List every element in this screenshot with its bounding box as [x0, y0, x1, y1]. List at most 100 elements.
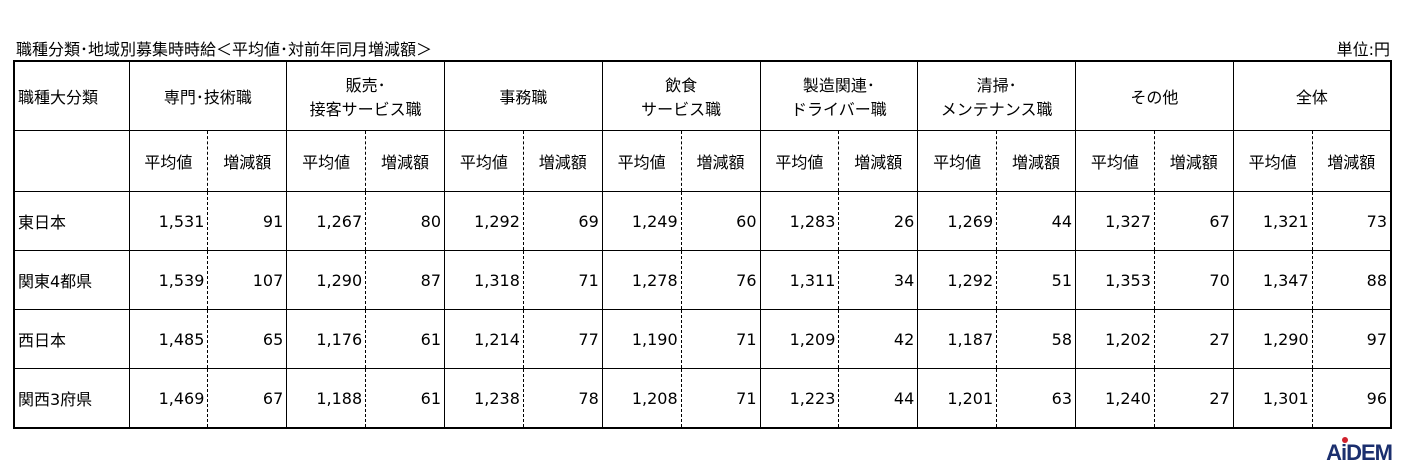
- diff-cell: 58: [996, 309, 1076, 369]
- table-row: 東日本 1,531 91 1,267 80 1,292 69 1,249 60 1,283 26 1,…: [13, 191, 1392, 251]
- avg-cell: 1,531: [128, 191, 209, 251]
- avg-cell: 1,290: [1232, 309, 1313, 369]
- avg-cell: 1,190: [601, 309, 682, 369]
- avg-cell: 1,240: [1075, 368, 1155, 429]
- diff-cell: 44: [838, 368, 919, 429]
- header-group: 販売･ 接客サービス職: [286, 60, 445, 131]
- avg-cell: 1,187: [917, 309, 998, 369]
- header-group: その他: [1075, 60, 1234, 131]
- header-group: 全体: [1232, 60, 1392, 131]
- diff-cell: 27: [1153, 368, 1234, 429]
- diff-cell: 71: [680, 368, 761, 429]
- diff-cell: 34: [838, 250, 919, 310]
- wage-table: 職種大分類 専門･技術職 販売･ 接客サービス職 事務職 飲食 サービス職 製造関連･ ド…: [13, 60, 1392, 429]
- aidem-logo: AiDEM: [1326, 440, 1393, 465]
- diff-cell: 63: [996, 368, 1076, 429]
- avg-cell: 1,278: [601, 250, 682, 310]
- avg-cell: 1,223: [759, 368, 840, 429]
- row-label: 関西3府県: [13, 368, 130, 429]
- header-diff: 増減額: [680, 130, 761, 192]
- diff-cell: 71: [522, 250, 603, 310]
- diff-cell: 44: [996, 191, 1076, 251]
- header-blank: [13, 130, 130, 192]
- header-group: 飲食 サービス職: [601, 60, 761, 131]
- diff-cell: 51: [996, 250, 1076, 310]
- avg-cell: 1,321: [1232, 191, 1313, 251]
- diff-cell: 71: [680, 309, 761, 369]
- diff-cell: 88: [1311, 250, 1392, 310]
- row-label: 西日本: [13, 309, 130, 369]
- header-avg: 平均値: [917, 130, 998, 192]
- diff-cell: 61: [365, 309, 445, 369]
- avg-cell: 1,318: [444, 250, 524, 310]
- diff-cell: 78: [522, 368, 603, 429]
- table-row: 関東4都県 1,539 107 1,290 87 1,318 71 1,278 76 1,311 3…: [13, 250, 1392, 310]
- header-diff: 増減額: [1153, 130, 1234, 192]
- header-avg: 平均値: [128, 130, 209, 192]
- avg-cell: 1,267: [286, 191, 367, 251]
- header-avg: 平均値: [444, 130, 524, 192]
- table-row: 西日本 1,485 65 1,176 61 1,214 77 1,190 71 1,209 42 1,…: [13, 309, 1392, 369]
- avg-cell: 1,469: [128, 368, 209, 429]
- avg-cell: 1,269: [917, 191, 998, 251]
- avg-cell: 1,347: [1232, 250, 1313, 310]
- diff-cell: 60: [680, 191, 761, 251]
- header-diff: 増減額: [996, 130, 1076, 192]
- diff-cell: 70: [1153, 250, 1234, 310]
- avg-cell: 1,209: [759, 309, 840, 369]
- table-row: 関西3府県 1,469 67 1,188 61 1,238 78 1,208 71 1,223 44…: [13, 368, 1392, 429]
- avg-cell: 1,283: [759, 191, 840, 251]
- avg-cell: 1,188: [286, 368, 367, 429]
- diff-cell: 26: [838, 191, 919, 251]
- unit-label: 単位:円: [1336, 40, 1390, 59]
- avg-cell: 1,208: [601, 368, 682, 429]
- diff-cell: 91: [207, 191, 288, 251]
- diff-cell: 61: [365, 368, 445, 429]
- avg-cell: 1,201: [917, 368, 998, 429]
- diff-cell: 67: [1153, 191, 1234, 251]
- avg-cell: 1,353: [1075, 250, 1155, 310]
- avg-cell: 1,214: [444, 309, 524, 369]
- diff-cell: 77: [522, 309, 603, 369]
- diff-cell: 76: [680, 250, 761, 310]
- avg-cell: 1,539: [128, 250, 209, 310]
- header-group: 清掃･ メンテナンス職: [917, 60, 1076, 131]
- header-avg: 平均値: [1232, 130, 1313, 192]
- avg-cell: 1,292: [917, 250, 998, 310]
- header-avg: 平均値: [601, 130, 682, 192]
- header-avg: 平均値: [759, 130, 840, 192]
- diff-cell: 80: [365, 191, 445, 251]
- row-label: 関東4都県: [13, 250, 130, 310]
- diff-cell: 27: [1153, 309, 1234, 369]
- header-diff: 増減額: [207, 130, 288, 192]
- header-avg: 平均値: [286, 130, 367, 192]
- diff-cell: 69: [522, 191, 603, 251]
- avg-cell: 1,176: [286, 309, 367, 369]
- avg-cell: 1,290: [286, 250, 367, 310]
- header-diff: 増減額: [1311, 130, 1392, 192]
- diff-cell: 107: [207, 250, 288, 310]
- avg-cell: 1,238: [444, 368, 524, 429]
- row-label: 東日本: [13, 191, 130, 251]
- diff-cell: 97: [1311, 309, 1392, 369]
- avg-cell: 1,202: [1075, 309, 1155, 369]
- avg-cell: 1,327: [1075, 191, 1155, 251]
- diff-cell: 42: [838, 309, 919, 369]
- avg-cell: 1,292: [444, 191, 524, 251]
- header-group: 製造関連･ ドライバー職: [759, 60, 919, 131]
- diff-cell: 87: [365, 250, 445, 310]
- diff-cell: 96: [1311, 368, 1392, 429]
- avg-cell: 1,249: [601, 191, 682, 251]
- header-diff: 増減額: [365, 130, 445, 192]
- table-title: 職種分類･地域別募集時時給＜平均値･対前年同月増減額＞: [16, 40, 433, 59]
- header-category: 職種大分類: [13, 60, 130, 131]
- header-avg: 平均値: [1075, 130, 1155, 192]
- diff-cell: 67: [207, 368, 288, 429]
- header-diff: 増減額: [838, 130, 919, 192]
- header-group: 事務職: [444, 60, 603, 131]
- header-diff: 増減額: [522, 130, 603, 192]
- diff-cell: 65: [207, 309, 288, 369]
- avg-cell: 1,301: [1232, 368, 1313, 429]
- header-group: 専門･技術職: [128, 60, 288, 131]
- avg-cell: 1,485: [128, 309, 209, 369]
